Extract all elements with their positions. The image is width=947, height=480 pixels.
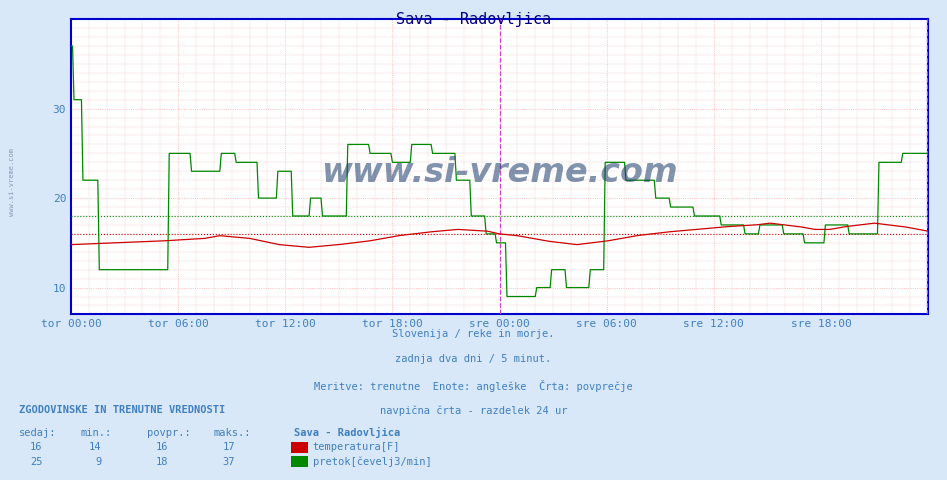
Text: maks.:: maks.: (213, 428, 251, 438)
Text: pretok[čevelj3/min]: pretok[čevelj3/min] (313, 456, 431, 467)
Text: Slovenija / reke in morje.: Slovenija / reke in morje. (392, 329, 555, 339)
Text: 14: 14 (89, 442, 101, 452)
Text: Sava - Radovljica: Sava - Radovljica (396, 12, 551, 27)
Text: min.:: min.: (80, 428, 112, 438)
Text: zadnja dva dni / 5 minut.: zadnja dva dni / 5 minut. (396, 354, 551, 364)
Text: Meritve: trenutne  Enote: angleške  Črta: povprečje: Meritve: trenutne Enote: angleške Črta: … (314, 380, 633, 392)
Text: povpr.:: povpr.: (147, 428, 190, 438)
Text: www.si-vreme.com: www.si-vreme.com (9, 148, 15, 216)
Text: navpična črta - razdelek 24 ur: navpična črta - razdelek 24 ur (380, 405, 567, 416)
Text: 16: 16 (156, 442, 169, 452)
Text: sedaj:: sedaj: (19, 428, 57, 438)
Text: 17: 17 (223, 442, 235, 452)
Text: Sava - Radovljica: Sava - Radovljica (294, 427, 400, 438)
Text: 37: 37 (223, 456, 235, 467)
Text: ZGODOVINSKE IN TRENUTNE VREDNOSTI: ZGODOVINSKE IN TRENUTNE VREDNOSTI (19, 405, 225, 415)
Text: 25: 25 (30, 456, 43, 467)
Text: 16: 16 (30, 442, 43, 452)
Text: www.si-vreme.com: www.si-vreme.com (321, 156, 678, 189)
Text: 18: 18 (156, 456, 169, 467)
Text: temperatura[F]: temperatura[F] (313, 442, 400, 452)
Text: 9: 9 (95, 456, 101, 467)
